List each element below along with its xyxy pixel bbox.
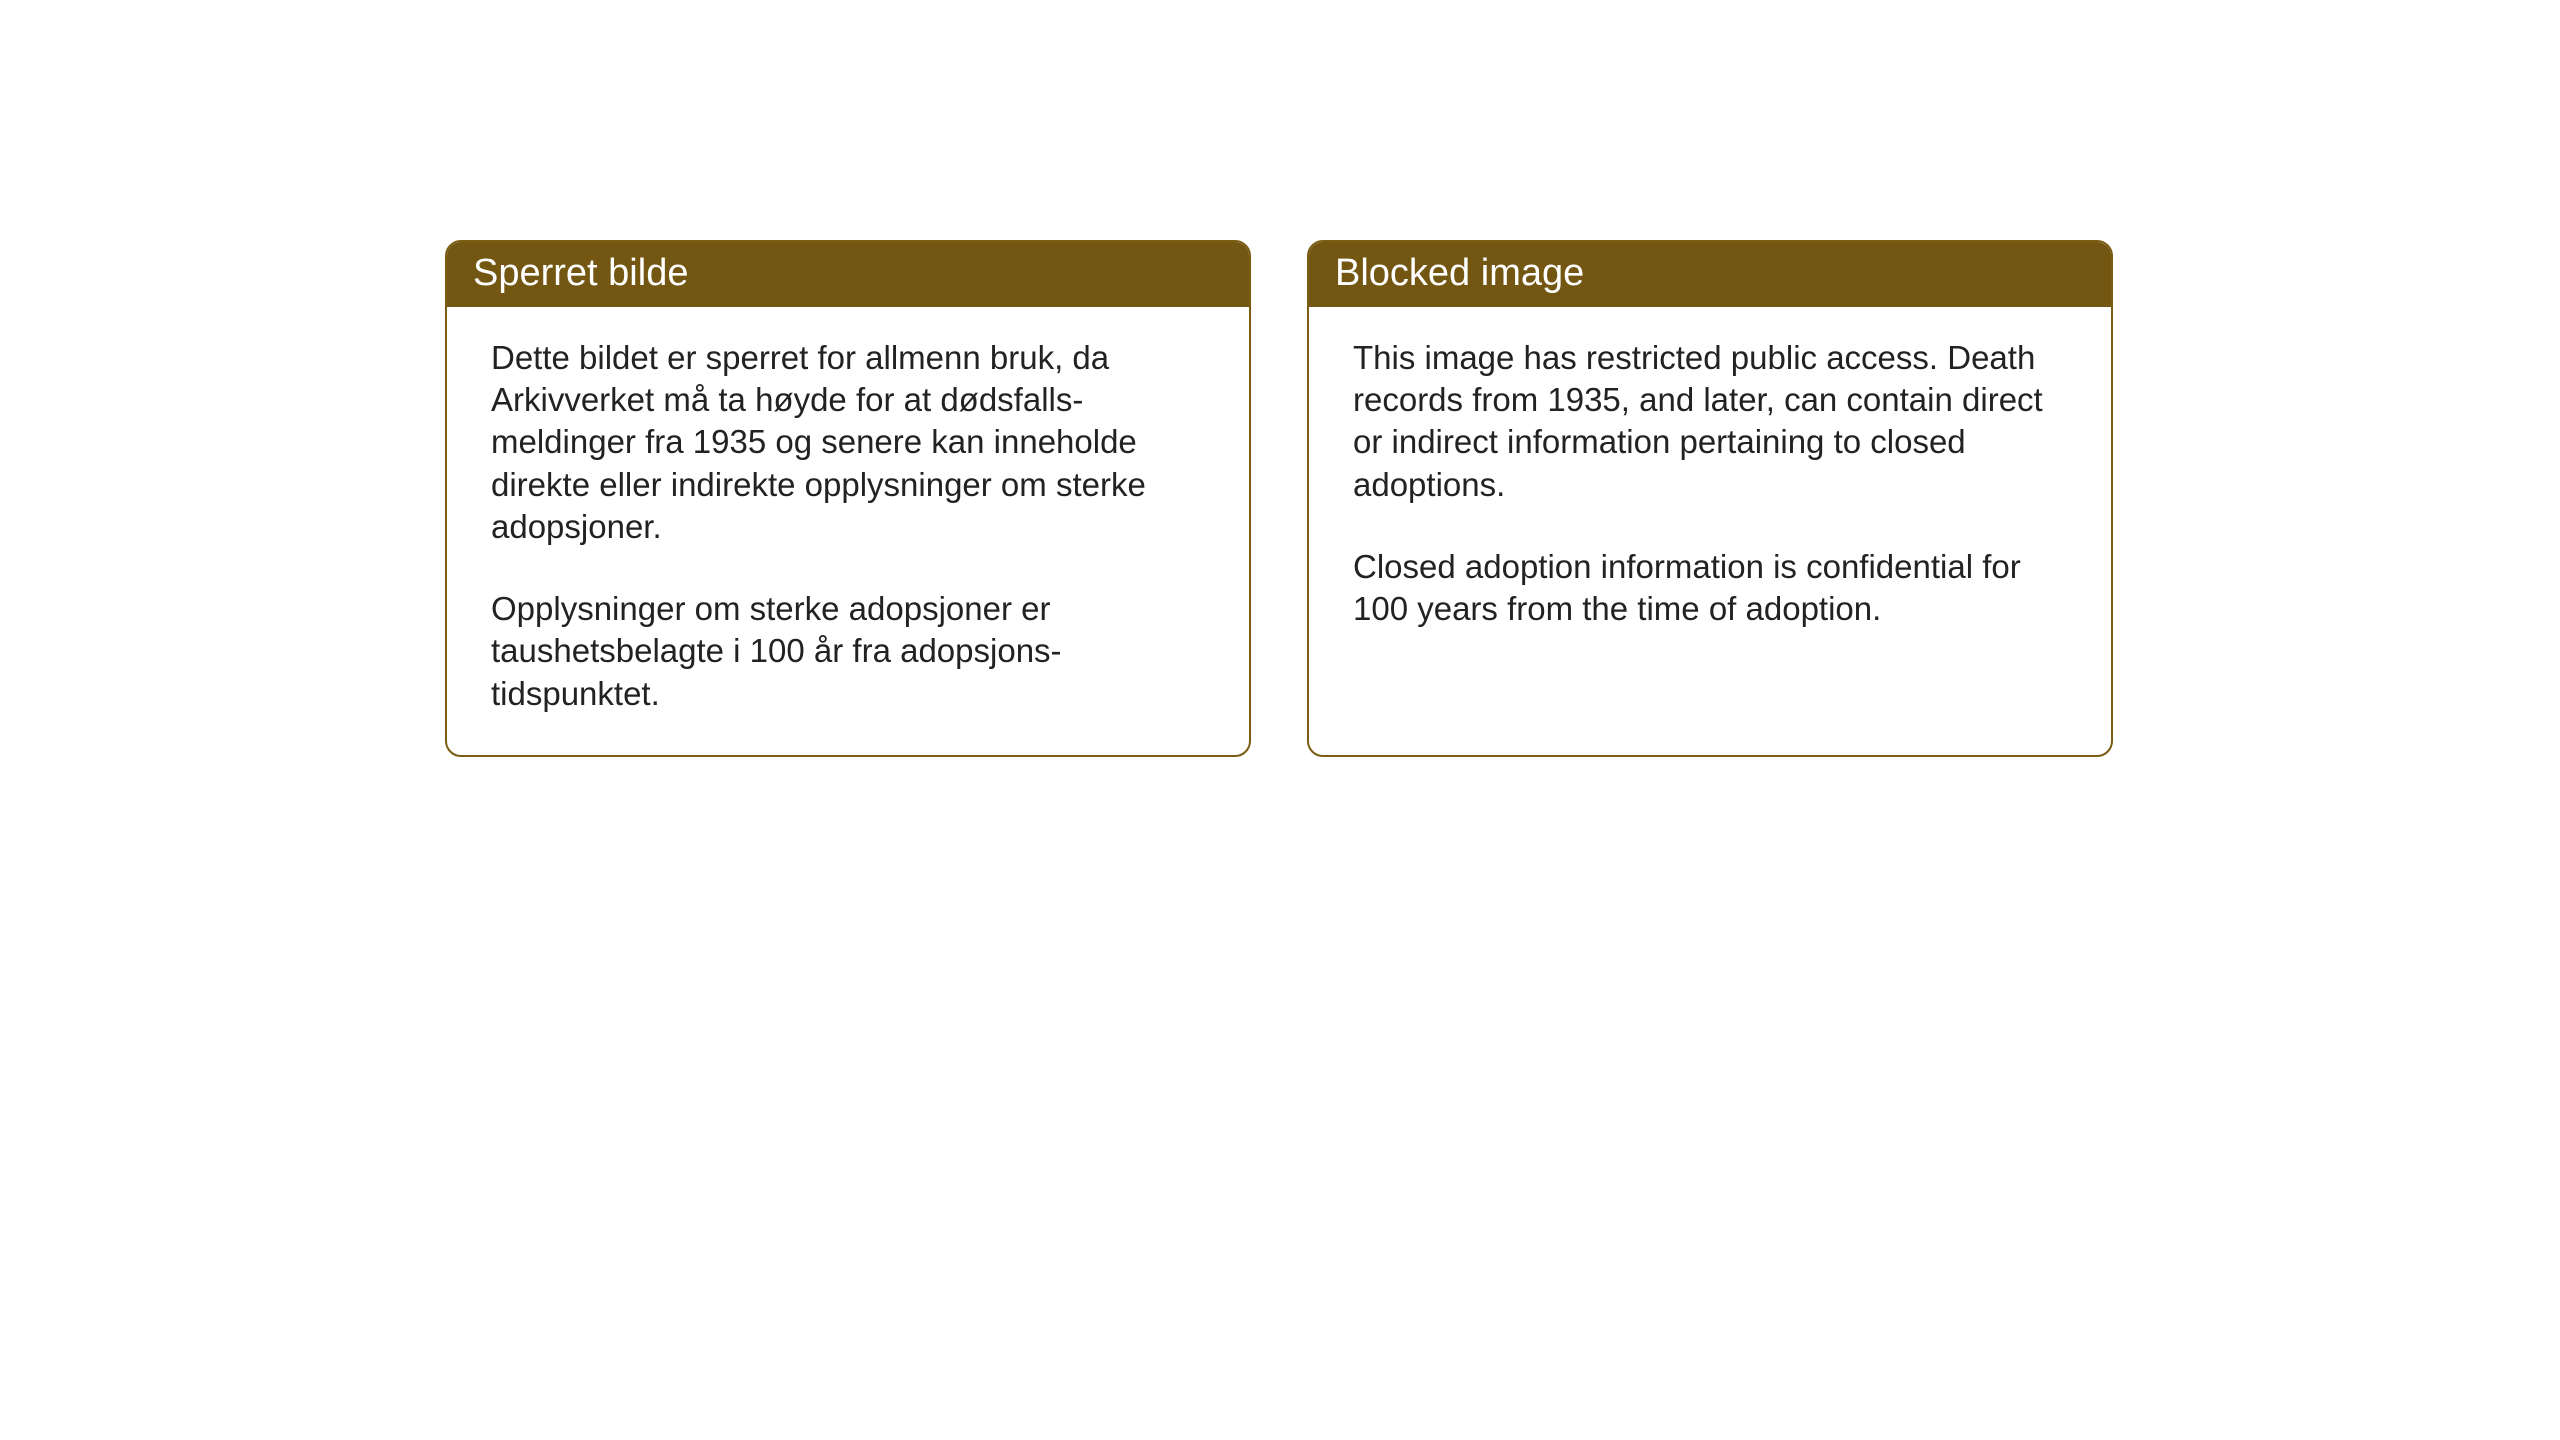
panel-norwegian: Sperret bilde Dette bildet er sperret fo…: [445, 240, 1251, 757]
panel-english-title: Blocked image: [1309, 242, 2111, 307]
panel-english: Blocked image This image has restricted …: [1307, 240, 2113, 757]
panel-norwegian-para1: Dette bildet er sperret for allmenn bruk…: [491, 337, 1205, 548]
panel-english-body: This image has restricted public access.…: [1309, 307, 2111, 670]
panel-english-para1: This image has restricted public access.…: [1353, 337, 2067, 506]
notice-container: Sperret bilde Dette bildet er sperret fo…: [445, 240, 2113, 757]
panel-norwegian-body: Dette bildet er sperret for allmenn bruk…: [447, 307, 1249, 755]
panel-english-para2: Closed adoption information is confident…: [1353, 546, 2067, 630]
panel-norwegian-title: Sperret bilde: [447, 242, 1249, 307]
panel-norwegian-para2: Opplysninger om sterke adopsjoner er tau…: [491, 588, 1205, 715]
